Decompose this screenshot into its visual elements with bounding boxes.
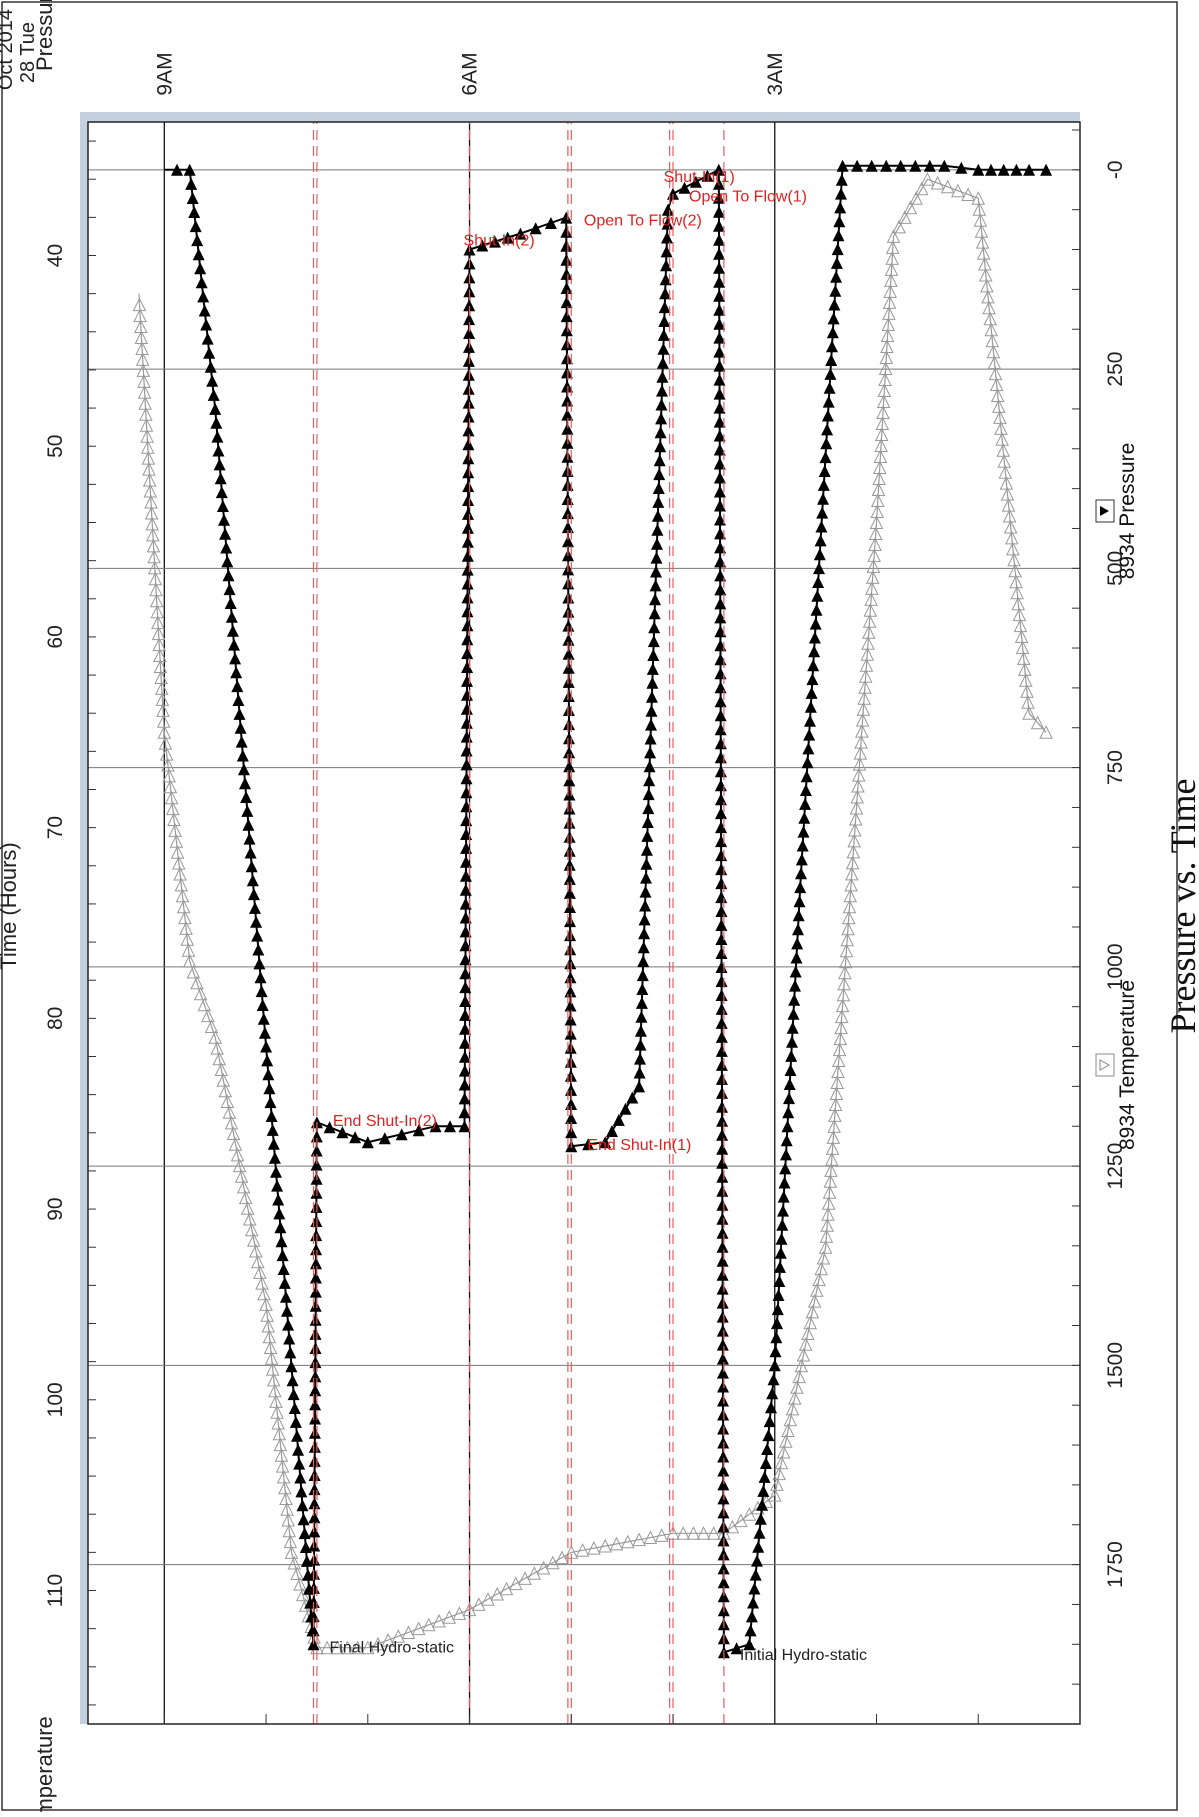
temperature-tick-label: 70 (44, 816, 67, 839)
plot-background (80, 112, 1080, 1724)
plot-strip-bottom (80, 112, 88, 1724)
event-label: Open To Flow(2) (584, 213, 702, 230)
event-label: Open To Flow(1) (689, 189, 807, 206)
legend-temperature-swatch-box (1096, 1054, 1114, 1076)
event-label: Final Hydro-static (330, 1639, 454, 1656)
event-label: End Shut-In(2) (333, 1113, 437, 1130)
pressure-tick-label: 1750 (1104, 1541, 1127, 1588)
temperature-tick-label: 110 (44, 1574, 67, 1607)
event-label: Initial Hydro-static (740, 1647, 867, 1664)
x-start-label: 28 Tue (17, 22, 39, 83)
pressure-tick-label: 250 (1104, 352, 1127, 387)
plot-strip-right (80, 112, 1080, 122)
pressure-tick-label: -0 (1104, 160, 1127, 179)
temperature-tick-label: 80 (44, 1007, 67, 1030)
time-tick-label: 3AM (764, 52, 787, 95)
temperature-tick-label: 50 (44, 435, 67, 458)
legend-temperature-label: 8934 Temperature (1116, 980, 1139, 1150)
time-axis-title: Time (Hours) (0, 842, 21, 970)
temperature-tick-label: 60 (44, 625, 67, 648)
pressure-tick-label: 1500 (1104, 1342, 1127, 1389)
event-label: End Shut-In(1) (587, 1137, 691, 1154)
time-tick-label: 6AM (459, 52, 482, 95)
chart-title: Pressure vs. Time (1163, 778, 1199, 1033)
temperature-tick-label: 100 (44, 1382, 67, 1417)
event-label: Shut-In(1) (664, 169, 735, 186)
temperature-tick-label: 90 (44, 1197, 67, 1220)
pressure-tick-label: 750 (1104, 750, 1127, 785)
x-date-label: Oct 2014 (0, 9, 17, 90)
event-label: Shut-In(2) (464, 233, 535, 250)
temperature-axis-title: Temperature (32, 1716, 57, 1812)
temperature-tick-label: 40 (44, 244, 67, 267)
legend-pressure-label: 8934 Pressure (1116, 443, 1139, 580)
time-tick-label: 9AM (153, 52, 176, 95)
